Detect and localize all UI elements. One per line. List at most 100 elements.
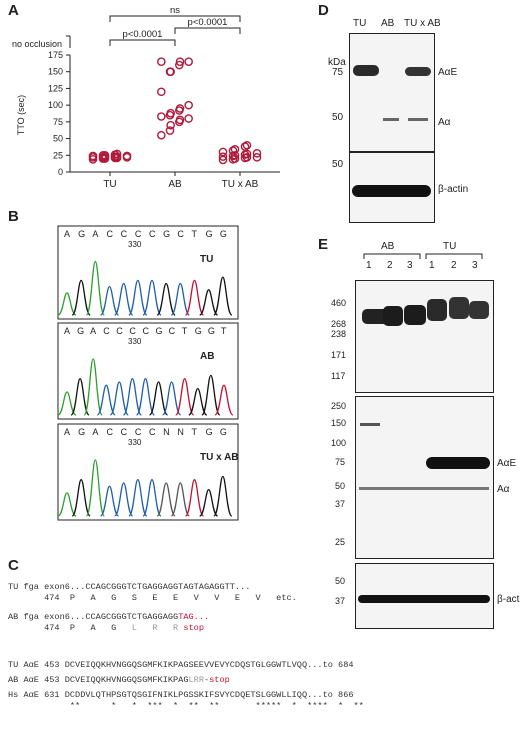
actin-label-e: β-actin — [497, 594, 520, 605]
lane-e-4: 1 — [429, 260, 435, 271]
data-point — [157, 112, 166, 121]
trace-peak — [184, 279, 205, 316]
marker-e-460: 460 — [331, 298, 347, 308]
scatter-chart-tto: no occlusion 0 25 50 75 100 125 150 175 TTO (sec)… — [12, 5, 280, 190]
y-tick-label: 100 — [48, 100, 63, 110]
base-call: T — [221, 326, 227, 336]
marker-75: 75 — [332, 67, 344, 78]
base-call: C — [121, 229, 128, 239]
marker-e-50: 50 — [335, 481, 346, 491]
lane-e-6: 3 — [472, 260, 478, 271]
marker-e-117: 117 — [331, 371, 346, 381]
group-label-ab: AB — [381, 241, 395, 252]
trace-peak — [70, 378, 90, 416]
seq-tu-exon6: TU fga exon6...CCAGCGGGTCTGAGGAGGTAGTAGA… — [8, 582, 251, 592]
trace-peak — [128, 279, 148, 316]
data-point — [175, 104, 185, 113]
base-call: N — [177, 427, 184, 437]
seq-tu-protein: TU AαE 453 DCVEIQQKHVNGGQSGMFKIKPAGSEEVV… — [8, 660, 354, 670]
base-call: C — [149, 229, 156, 239]
marker-e-250: 250 — [331, 401, 347, 411]
y-tick-label: 75 — [53, 117, 63, 127]
blot-e-actin — [355, 563, 494, 629]
y-tick-label: 175 — [48, 50, 63, 60]
data-point — [218, 155, 228, 165]
trace-peak — [114, 282, 134, 316]
band-e-aa-row — [359, 487, 489, 490]
band-e-ab1-faint — [360, 423, 380, 426]
base-call: G — [78, 427, 85, 437]
trace-label: TU — [200, 254, 213, 265]
band-tu2 — [449, 297, 469, 319]
trace-peak — [170, 282, 190, 316]
panel-d-letter: D — [318, 2, 329, 19]
base-call: C — [135, 427, 142, 437]
base-call: G — [195, 326, 202, 336]
base-call: G — [206, 229, 213, 239]
lane-label-tu: TU — [353, 18, 367, 29]
data-point — [122, 151, 132, 161]
y-tick-label: 50 — [53, 134, 63, 144]
base-call: C — [103, 326, 110, 336]
base-call: G — [220, 229, 227, 239]
trace-peak — [109, 381, 129, 416]
trace-peak — [57, 391, 77, 416]
seq-hs-protein: Hs AαE 631 DCDDVLQTHPSGTQSGIFNIKLPGSSKIF… — [8, 690, 354, 700]
marker-50-bottom: 50 — [332, 159, 344, 170]
trace-label: AB — [200, 351, 214, 362]
data-point — [175, 115, 185, 125]
lane-e-3: 3 — [407, 260, 413, 271]
trace-peak — [199, 289, 219, 316]
trace-peak — [214, 384, 234, 416]
lane-label-ab: AB — [381, 18, 395, 29]
band-tu1 — [427, 299, 447, 321]
trace-peak — [175, 378, 195, 416]
data-point — [166, 67, 175, 77]
trace-peak — [188, 387, 208, 416]
blot-d-actin — [349, 152, 435, 223]
data-point — [175, 57, 185, 66]
chromatogram-box — [57, 423, 239, 521]
seq-conservation-stars: ** * * *** * ** ** ***** * **** * ** — [8, 701, 364, 711]
panel-c-letter: C — [8, 557, 19, 574]
seq-ab-exon6: AB fga exon6...CCAGCGGGTCTGAGGAGGTAG... — [8, 612, 210, 622]
base-call: C — [135, 229, 142, 239]
base-call: T — [192, 427, 198, 437]
panel-a-letter: A — [8, 2, 19, 19]
marker-e-37b: 37 — [335, 596, 346, 606]
lane-e-2: 2 — [387, 260, 393, 271]
trace-peak — [135, 378, 156, 416]
band-ab2 — [383, 306, 403, 326]
trace-peak — [184, 479, 205, 517]
base-call: G — [220, 427, 227, 437]
trace-peak — [213, 276, 233, 316]
y-tick-label: 0 — [58, 167, 63, 177]
y-axis-label: TTO (sec) — [16, 95, 26, 135]
base-call: T — [192, 229, 198, 239]
trace-peak — [142, 279, 162, 316]
marker-e-100: 100 — [331, 438, 347, 448]
base-call: C — [116, 326, 123, 336]
base-call: G — [78, 229, 85, 239]
blot-e-top — [355, 280, 494, 393]
band-ab-aa — [383, 118, 399, 121]
trace-peak — [71, 479, 91, 517]
base-call: C — [129, 326, 136, 336]
trace-peak — [156, 282, 176, 316]
chromatogram-box — [57, 322, 239, 420]
significance-bracket — [109, 15, 241, 22]
chromatogram-box — [57, 225, 239, 320]
base-call: C — [107, 229, 114, 239]
data-point — [228, 146, 238, 155]
trace-peak — [71, 279, 91, 316]
band-tuxab-aa — [408, 118, 428, 121]
data-point — [112, 149, 122, 159]
trace-peak — [100, 485, 119, 517]
data-point — [184, 100, 193, 110]
data-point — [166, 120, 175, 130]
y-tick-label: 25 — [53, 150, 63, 160]
seq-ab-protein: AB AαE 453 DCVEIQQKHVNGGQSGMFKIKPAGLRR-s… — [8, 675, 230, 685]
data-point — [165, 126, 175, 135]
